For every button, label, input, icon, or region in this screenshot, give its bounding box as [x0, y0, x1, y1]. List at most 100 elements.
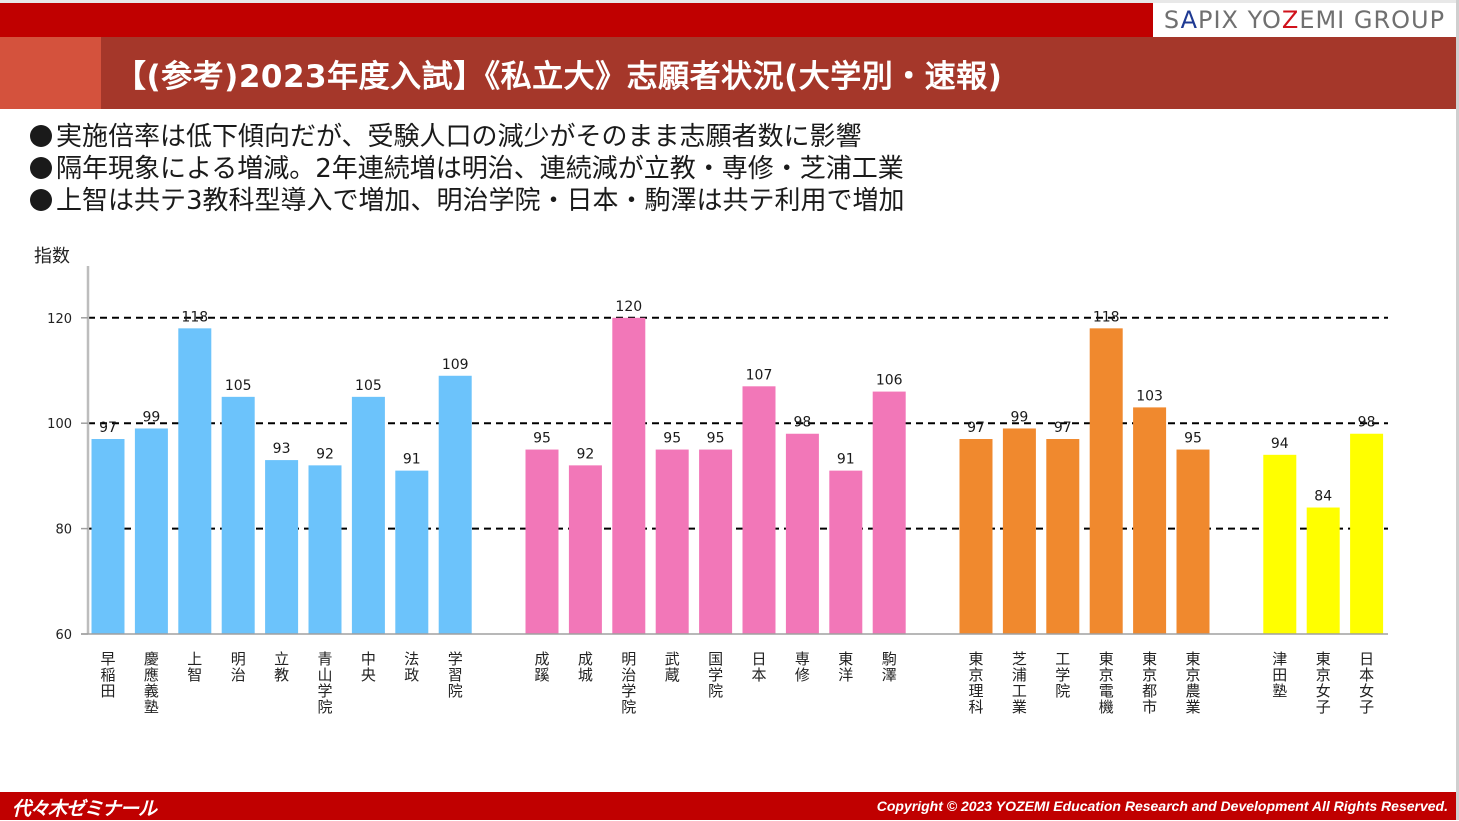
category-label: 青山学院: [317, 650, 332, 716]
category-label: 東京女子: [1316, 650, 1331, 716]
category-label: 東京理科: [968, 650, 983, 716]
bar-学習院: [438, 375, 472, 634]
data-label: 95: [663, 431, 681, 447]
y-axis-label: 指数: [34, 246, 70, 267]
y-tick-label: 120: [47, 312, 72, 327]
category-label: 成蹊: [534, 650, 549, 684]
bullet-dot-icon: [30, 157, 52, 179]
data-label: 107: [746, 367, 773, 383]
bullet-item: 上智は共テ3教科型導入で増加、明治学院・日本・駒澤は共テ利用で増加: [30, 185, 905, 217]
category-label: 日本: [751, 650, 766, 684]
data-label: 105: [355, 378, 382, 394]
category-label: 日本女子: [1359, 650, 1374, 716]
category-label: 国学院: [708, 650, 723, 700]
y-tick-label: 100: [47, 417, 72, 432]
category-label: 駒澤: [882, 650, 897, 684]
data-label: 106: [876, 373, 903, 389]
category-label: 津田塾: [1272, 650, 1287, 700]
bullet-text: 上智は共テ3教科型導入で増加、明治学院・日本・駒澤は共テ利用で増加: [56, 186, 905, 216]
category-label: 明治: [231, 650, 246, 684]
data-label: 120: [615, 299, 642, 315]
brand-s: S: [1163, 6, 1181, 34]
category-label: 法政: [404, 650, 419, 684]
category-label: 芝浦工業: [1012, 650, 1027, 716]
bar-青山学院: [308, 465, 342, 634]
data-label: 95: [707, 431, 725, 447]
bar-明治: [221, 396, 255, 634]
category-label: 東京都市: [1142, 650, 1157, 716]
data-label: 84: [1314, 489, 1332, 505]
brand-mid: PIX YO: [1198, 6, 1282, 34]
data-label: 91: [403, 452, 421, 468]
top-border: [0, 0, 1459, 3]
data-label: 92: [576, 446, 594, 462]
bar-武蔵: [655, 449, 689, 634]
bar-chart: 指数 60 80 100 120 97 99 118 105 93 92 105 91 109 95 92…: [34, 246, 1388, 716]
bar-早稲田: [91, 439, 125, 634]
category-label: 慶應義塾: [144, 650, 159, 716]
bar-東京理科: [959, 439, 993, 634]
y-tick-label: 60: [55, 628, 72, 643]
bar-明治学院: [612, 317, 646, 634]
data-label: 118: [181, 309, 208, 325]
axes: 60 80 100 120: [47, 266, 1388, 643]
data-label: 99: [142, 409, 160, 425]
bar-慶應義塾: [134, 428, 168, 634]
brand-text: SAPIX YOZEMI GROUP: [1164, 6, 1445, 34]
footer-bar: 代々木ゼミナール Copyright © 2023 YOZEMI Educati…: [0, 792, 1456, 820]
bar-東洋: [829, 470, 863, 634]
bar-東京農業: [1176, 449, 1210, 634]
bar-日本: [742, 386, 776, 634]
bar-芝浦工業: [1002, 428, 1036, 634]
bar-専修: [785, 433, 819, 634]
category-label: 東京農業: [1185, 650, 1200, 716]
data-label: 97: [99, 420, 117, 436]
category-label: 専修: [795, 650, 810, 684]
data-label: 98: [793, 415, 811, 431]
bar-津田塾: [1263, 454, 1297, 634]
category-label: 上智: [187, 650, 202, 684]
bar-法政: [395, 470, 429, 634]
bars: [91, 317, 1384, 634]
data-label: 92: [316, 446, 334, 462]
data-label: 94: [1271, 436, 1289, 452]
brand-a: A: [1180, 6, 1198, 34]
y-tick-label: 80: [55, 523, 72, 538]
data-label: 98: [1358, 415, 1376, 431]
category-label: 武蔵: [665, 650, 680, 684]
brand-z: Z: [1281, 6, 1300, 34]
bullet-text: 隔年現象による増減。2年連続増は明治、連続減が立教・専修・芝浦工業: [56, 154, 904, 184]
data-label: 91: [837, 452, 855, 468]
data-label: 103: [1136, 388, 1163, 404]
category-label: 工学院: [1055, 650, 1070, 700]
bar-東京電機: [1089, 328, 1123, 634]
copyright-text: Copyright © 2023 YOZEMI Education Resear…: [876, 798, 1448, 814]
data-label: 97: [967, 420, 985, 436]
bar-東京女子: [1306, 507, 1340, 634]
footer-logo: 代々木ゼミナール: [12, 798, 157, 820]
brand-logo: SAPIX YOZEMI GROUP: [1153, 3, 1456, 37]
bar-中央: [351, 396, 385, 634]
gridlines: [88, 316, 1388, 530]
bullet-dot-icon: [30, 189, 52, 211]
category-label: 東京電機: [1099, 650, 1114, 716]
bar-国学院: [699, 449, 733, 634]
category-label: 明治学院: [621, 650, 636, 716]
data-label: 105: [225, 378, 252, 394]
right-border: [1456, 0, 1459, 820]
category-label: 立教: [274, 650, 289, 684]
page-title: 【(参考)2023年度入試】《私立大》志願者状況(大学別・速報): [115, 58, 1003, 95]
data-label: 95: [1184, 431, 1202, 447]
title-bar: 【(参考)2023年度入試】《私立大》志願者状況(大学別・速報): [101, 37, 1456, 109]
bar-日本女子: [1350, 433, 1384, 634]
data-label: 93: [273, 441, 291, 457]
data-labels: 97 99 118 105 93 92 105 91 109 95 92 120 95 95 107 98 91…: [99, 299, 1376, 505]
bullet-text: 実施倍率は低下傾向だが、受験人口の減少がそのまま志願者数に影響: [56, 122, 862, 152]
bullet-dot-icon: [30, 125, 52, 147]
bar-立教: [265, 460, 299, 634]
category-label: 早稲田: [100, 650, 115, 700]
bar-駒澤: [872, 391, 906, 634]
data-label: 99: [1010, 409, 1028, 425]
data-label: 109: [442, 357, 469, 373]
